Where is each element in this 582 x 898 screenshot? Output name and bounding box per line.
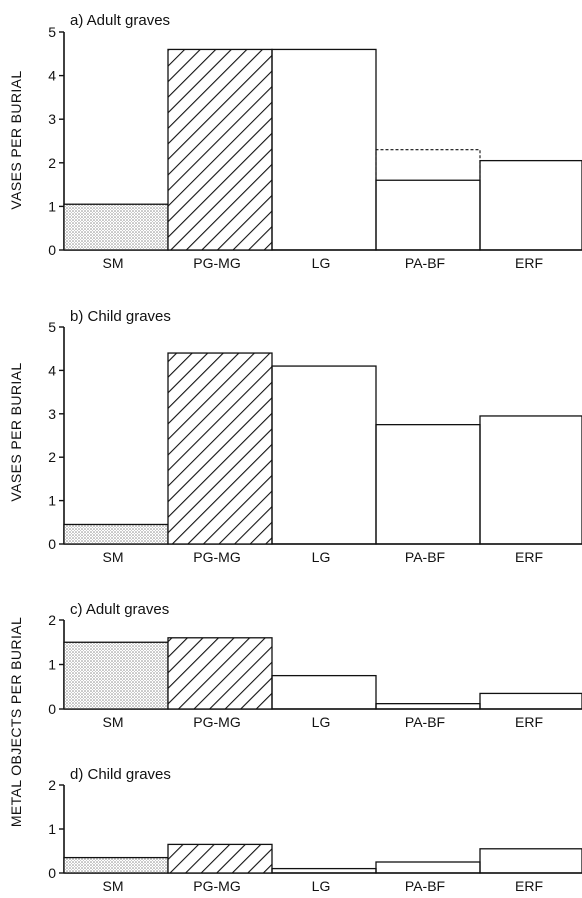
bar-sm [63, 856, 169, 874]
bar-lg [271, 674, 377, 710]
category-label: PA-BF [405, 255, 445, 271]
bar-erf [479, 159, 582, 251]
category-label: PG-MG [193, 255, 240, 271]
y-tick-label: 4 [48, 362, 56, 378]
category-label: PG-MG [193, 549, 240, 565]
y-tick-label: 0 [48, 865, 56, 881]
y-tick-label: 1 [48, 657, 56, 673]
panel-c-yticks: 0 1 2 [48, 612, 64, 717]
bar-pa-bf [375, 179, 481, 251]
category-label: LG [312, 255, 331, 271]
panel-b-title: b) Child graves [70, 308, 171, 325]
category-label: SM [103, 714, 124, 730]
bar-pa-bf [375, 423, 481, 545]
panel-b-yticks: 0 1 2 3 4 5 [48, 319, 64, 552]
bar-lg [271, 48, 377, 251]
panel-c: c) Adult graves 0 1 2 SM PG-MG LG PA-BF ERF [48, 601, 582, 730]
bar-erf [479, 415, 582, 545]
bar-pa-bf [375, 703, 481, 710]
panel-d: d) Child graves 0 1 2 SM PG-MG LG PA-BF ERF [48, 766, 582, 894]
bar-lg [271, 365, 377, 545]
bar-erf [479, 848, 582, 874]
category-label: PA-BF [405, 549, 445, 565]
panel-a-categories: SM PG-MG LG PA-BF ERF [103, 255, 544, 271]
y-tick-label: 4 [48, 68, 56, 84]
y-tick-label: 5 [48, 24, 56, 40]
y-tick-label: 2 [48, 612, 56, 628]
panel-d-bars [63, 843, 582, 874]
y-tick-label: 3 [48, 406, 56, 422]
category-label: SM [103, 549, 124, 565]
y-tick-label: 5 [48, 319, 56, 335]
y-tick-label: 2 [48, 155, 56, 171]
y-tick-label: 1 [48, 821, 56, 837]
panel-b-ylabel: VASES PER BURIAL [8, 362, 24, 501]
panel-c-bars [63, 637, 582, 710]
panel-c-title: c) Adult graves [70, 601, 169, 618]
panel-b-axes [63, 327, 582, 545]
category-label: SM [103, 255, 124, 271]
panel-b-bars [63, 352, 582, 545]
category-label: PA-BF [405, 714, 445, 730]
panel-d-title: d) Child graves [70, 766, 171, 783]
bar-pg-mg [167, 48, 273, 251]
category-label: PG-MG [193, 878, 240, 894]
y-tick-label: 2 [48, 777, 56, 793]
panel-c-categories: SM PG-MG LG PA-BF ERF [103, 714, 544, 730]
y-tick-label: 2 [48, 449, 56, 465]
category-label: ERF [515, 878, 543, 894]
category-label: SM [103, 878, 124, 894]
category-label: PA-BF [405, 878, 445, 894]
bar-pg-mg [167, 843, 273, 874]
category-label: PG-MG [193, 714, 240, 730]
y-tick-label: 0 [48, 536, 56, 552]
panel-d-categories: SM PG-MG LG PA-BF ERF [103, 878, 544, 894]
panel-a-bars [63, 48, 582, 251]
category-label: LG [312, 878, 331, 894]
panel-d-yticks: 0 1 2 [48, 777, 64, 881]
y-tick-label: 3 [48, 111, 56, 127]
panel-a-title: a) Adult graves [70, 12, 170, 29]
panel-a: a) Adult graves 0 1 2 3 4 5 SM PG-MG LG PA-BF ERF [48, 12, 582, 271]
panel-a-yticks: 0 1 2 3 4 5 [48, 24, 64, 258]
bar-pg-mg [167, 352, 273, 545]
bar-secondary-pa-bf [375, 149, 481, 181]
panel-b-categories: SM PG-MG LG PA-BF ERF [103, 549, 544, 565]
category-label: ERF [515, 255, 543, 271]
y-tick-label: 0 [48, 242, 56, 258]
metal-ylabel: METAL OBJECTS PER BURIAL [8, 617, 24, 827]
bar-sm [63, 523, 169, 545]
panel-a-ylabel: VASES PER BURIAL [8, 70, 24, 209]
bar-erf [479, 692, 582, 710]
category-label: ERF [515, 549, 543, 565]
y-tick-label: 0 [48, 701, 56, 717]
bar-pa-bf [375, 861, 481, 874]
category-label: ERF [515, 714, 543, 730]
bar-pg-mg [167, 637, 273, 710]
category-label: LG [312, 714, 331, 730]
bar-sm [63, 203, 169, 251]
bar-sm [63, 641, 169, 710]
panel-b: b) Child graves 0 1 2 3 4 5 SM PG-MG LG PA-BF ERF [48, 308, 582, 565]
y-tick-label: 1 [48, 198, 56, 214]
y-tick-label: 1 [48, 493, 56, 509]
category-label: LG [312, 549, 331, 565]
